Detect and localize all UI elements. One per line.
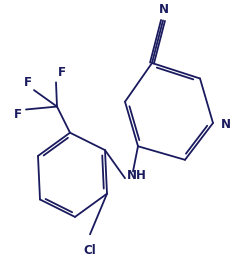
Text: F: F	[24, 76, 32, 89]
Text: F: F	[14, 108, 22, 121]
Text: F: F	[58, 66, 66, 79]
Text: Cl: Cl	[84, 244, 96, 257]
Text: N: N	[221, 118, 231, 132]
Text: NH: NH	[127, 169, 147, 182]
Text: N: N	[159, 3, 169, 16]
